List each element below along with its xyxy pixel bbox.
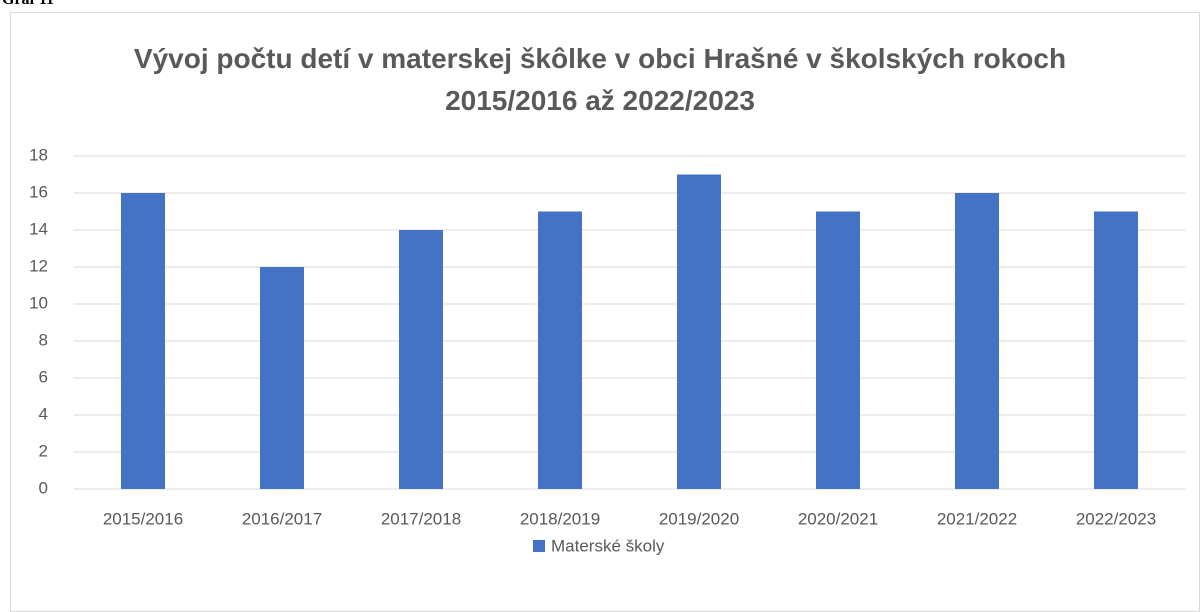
y-tick-label: 8 <box>39 330 48 349</box>
x-tick-label: 2017/2018 <box>381 509 461 528</box>
y-tick-label: 16 <box>29 182 48 201</box>
legend-label: Materské školy <box>551 536 665 555</box>
caption: Graf 11 <box>2 0 54 9</box>
x-tick-label: 2021/2022 <box>937 509 1017 528</box>
y-tick-label: 14 <box>29 219 48 238</box>
bar <box>260 267 304 489</box>
y-tick-label: 2 <box>39 441 48 460</box>
x-tick-label: 2018/2019 <box>520 509 600 528</box>
x-tick-label: 2022/2023 <box>1076 509 1156 528</box>
bar <box>955 193 999 489</box>
x-tick-label: 2016/2017 <box>242 509 322 528</box>
bar <box>1094 211 1138 489</box>
y-tick-label: 18 <box>29 145 48 164</box>
bar <box>121 193 165 489</box>
bar <box>816 211 860 489</box>
x-tick-label: 2015/2016 <box>103 509 183 528</box>
y-tick-label: 10 <box>29 293 48 312</box>
bar <box>538 211 582 489</box>
chart-title: Vývoj počtu detí v materskej škôlke v ob… <box>133 43 1067 116</box>
y-tick-label: 0 <box>39 478 48 497</box>
bar <box>399 230 443 489</box>
y-tick-label: 6 <box>39 367 48 386</box>
legend-swatch <box>533 540 545 552</box>
bar <box>677 174 721 489</box>
y-tick-label: 4 <box>39 404 48 423</box>
x-tick-label: 2020/2021 <box>798 509 878 528</box>
x-tick-label: 2019/2020 <box>659 509 739 528</box>
y-tick-label: 12 <box>29 256 48 275</box>
